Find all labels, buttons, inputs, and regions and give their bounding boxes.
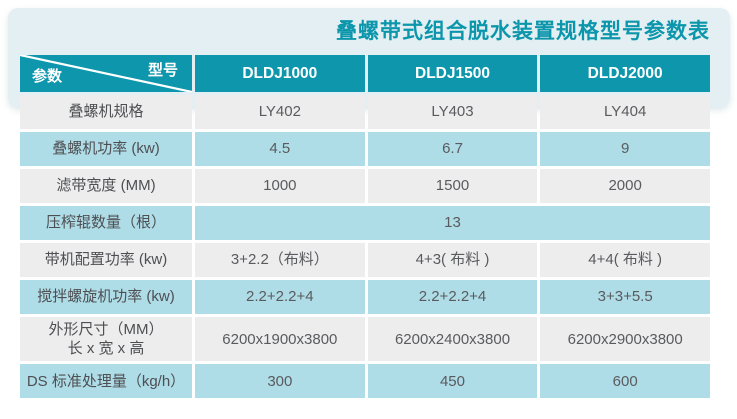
row-label-cell: 压榨辊数量（根） — [20, 206, 192, 240]
value-cell: LY403 — [367, 95, 538, 129]
row-label-cell: 滤带宽度 (MM) — [20, 169, 192, 203]
value-cell: 450 — [367, 364, 538, 399]
value-cell: LY402 — [195, 95, 365, 129]
column-header-dldj1000: DLDJ1000 — [195, 55, 365, 92]
row-label-cell: 搅拌螺旋机功率 (kw) — [20, 280, 192, 314]
diagonal-divider — [20, 55, 192, 92]
value-cell: 4+4( 布料 ) — [540, 243, 710, 277]
value-cell: 300 — [195, 364, 365, 399]
value-cell: 6200x1900x3800 — [195, 317, 365, 362]
value-cell: 2000 — [540, 169, 710, 203]
row-label-cell: 叠螺机规格 — [20, 95, 192, 129]
row-label-cell: 外形尺寸（MM）长 x 宽 x 高 — [20, 317, 192, 362]
corner-header-cell: 参数 型号 — [20, 55, 192, 92]
row-label-cell: 带机配置功率 (kw) — [20, 243, 192, 277]
value-cell: 13 — [195, 206, 710, 240]
row-label-cell: 叠螺机功率 (kw) — [20, 132, 192, 166]
value-cell: 4+3( 布料 ) — [367, 243, 538, 277]
value-cell: 1500 — [367, 169, 538, 203]
corner-model-label: 型号 — [147, 62, 178, 79]
value-cell: 9 — [540, 132, 710, 166]
column-header-dldj2000: DLDJ2000 — [540, 55, 710, 92]
value-cell: 3+3+5.5 — [540, 280, 710, 314]
value-cell: 2.2+2.2+4 — [195, 280, 365, 314]
value-cell: 2.2+2.2+4 — [367, 280, 538, 314]
corner-param-label: 参数 — [32, 67, 63, 85]
row-label-cell: DS 标准处理量（kg/h） — [20, 364, 192, 399]
value-cell: 1000 — [195, 169, 365, 203]
value-cell: LY404 — [540, 95, 710, 129]
value-cell: 600 — [540, 364, 710, 399]
spec-table: 参数 型号 DLDJ1000 DLDJ1500 DLDJ2000 叠螺机规格 LY… — [20, 55, 710, 399]
column-header-dldj1500: DLDJ1500 — [367, 55, 538, 92]
value-cell: 6.7 — [367, 132, 538, 166]
value-cell: 6200x2900x3800 — [540, 317, 710, 362]
page-title: 叠螺带式组合脱水装置规格型号参数表 — [336, 20, 710, 43]
value-cell: 6200x2400x3800 — [367, 317, 538, 362]
value-cell: 4.5 — [195, 132, 365, 166]
value-cell: 3+2.2（布料） — [195, 243, 365, 277]
